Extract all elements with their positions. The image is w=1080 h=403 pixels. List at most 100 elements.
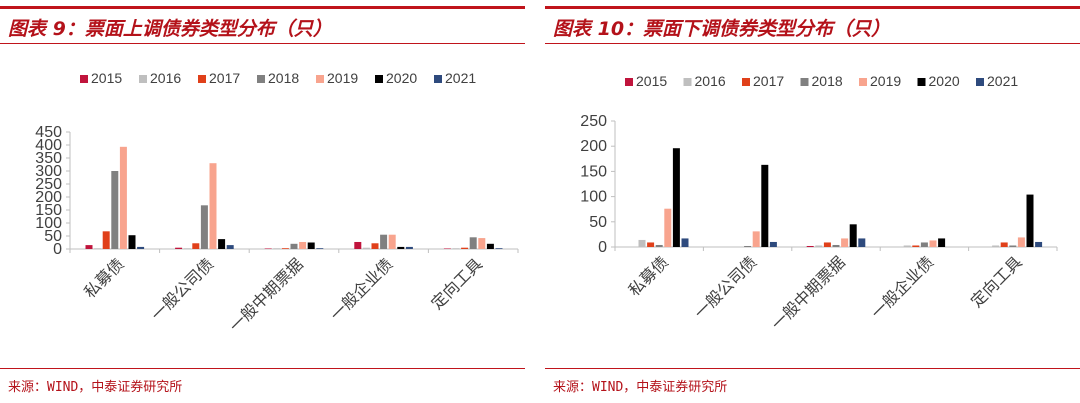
y-tick-label: 150: [580, 163, 607, 180]
y-tick-label: 150: [35, 202, 62, 219]
y-tick-label: 250: [580, 113, 607, 130]
legend-label: 2018: [812, 73, 843, 89]
bar: [486, 243, 494, 249]
bar: [938, 238, 946, 247]
legend-swatch: [257, 75, 265, 83]
bar: [841, 238, 849, 247]
bar: [664, 208, 672, 247]
bar: [200, 205, 208, 249]
bar: [912, 245, 920, 247]
top-rule: [0, 6, 525, 9]
bar: [443, 248, 451, 249]
legend-label: 2015: [91, 70, 122, 86]
bar: [744, 245, 752, 247]
y-tick-label: 250: [35, 176, 62, 193]
legend-swatch: [917, 78, 926, 86]
y-tick-label: 100: [35, 215, 62, 232]
bar: [672, 148, 680, 247]
bottom-rule: [0, 368, 525, 369]
bar: [405, 246, 413, 249]
legend-swatch: [625, 78, 633, 86]
bar: [290, 243, 298, 249]
legend-label: 2017: [753, 73, 784, 89]
bar: [354, 241, 362, 249]
x-category-label: 一般公司债: [691, 253, 760, 322]
y-tick-label: 0: [598, 239, 607, 256]
bar: [111, 171, 119, 249]
x-category-label: 一般企业债: [868, 253, 937, 322]
bar: [806, 245, 814, 247]
bar: [992, 245, 1000, 247]
bar: [388, 234, 396, 249]
bar: [461, 247, 469, 249]
bar: [264, 248, 272, 249]
source-note: 来源：WIND，中泰证券研究所: [553, 380, 728, 395]
bar: [769, 241, 777, 247]
legend-label: 2020: [386, 70, 417, 86]
legend-swatch: [859, 78, 867, 86]
top-rule: [545, 6, 1080, 9]
bar: [761, 164, 769, 247]
bar: [681, 238, 689, 247]
x-category-label: 一般公司债: [148, 255, 217, 324]
x-category-label: 私募债: [81, 255, 128, 302]
bar: [273, 248, 281, 249]
bar: [119, 146, 127, 249]
bar: [102, 231, 110, 249]
legend-swatch: [139, 75, 147, 83]
x-category-label: 定向工具: [968, 253, 1026, 311]
legend-label: 2021: [987, 73, 1018, 89]
bar: [452, 248, 460, 249]
y-tick-label: 200: [35, 189, 62, 206]
bar: [218, 239, 226, 249]
title-rule: [545, 43, 1080, 44]
bar: [380, 234, 388, 249]
chart-panel-right: 图表 10：票面下调债券类型分布（只） 2015 2016 2017 2018 2019…: [545, 0, 1080, 403]
legend-label: 2016: [150, 70, 181, 86]
legend-swatch: [316, 75, 324, 83]
legend-swatch: [742, 78, 750, 86]
bar: [858, 238, 866, 247]
bar: [1017, 237, 1025, 247]
y-tick-label: 350: [35, 150, 62, 167]
x-category-label: 定向工具: [428, 255, 486, 313]
legend-swatch: [976, 78, 984, 86]
x-category-label: 私募债: [625, 253, 672, 300]
bar: [362, 247, 370, 249]
bar: [183, 248, 191, 249]
bar: [209, 163, 217, 249]
bar-chart-right: 2015 2016 2017 2018 2019 2020 2021 0 50 100 150 200…: [580, 73, 1058, 334]
legend-swatch: [683, 78, 692, 86]
y-tick-label: 300: [35, 163, 62, 180]
chart-panel-left: 图表 9：票面上调债券类型分布（只） 2015 2016 2017 2018 2019 2…: [0, 0, 525, 403]
legend-label: 2019: [870, 73, 901, 89]
bar: [903, 245, 911, 247]
bar: [316, 248, 324, 249]
bar: [1000, 242, 1008, 247]
legend-label: 2017: [209, 70, 240, 86]
chart-title: 图表 10：票面下调债券类型分布（只）: [553, 18, 891, 40]
bar: [849, 224, 857, 247]
y-tick-label: 400: [35, 137, 62, 154]
bar: [307, 242, 315, 249]
x-category-label: 一般企业债: [327, 255, 396, 324]
bar-chart-left: 2015 2016 2017 2018 2019 2020 2021 050100150200…: [35, 70, 519, 336]
bar: [478, 238, 486, 249]
bar: [832, 244, 840, 247]
y-tick-label: 0: [53, 241, 62, 258]
bar: [469, 237, 477, 249]
bar: [752, 231, 760, 247]
bar: [94, 248, 102, 249]
y-tick-label: 50: [44, 228, 62, 245]
bar: [175, 247, 183, 249]
bar: [1026, 194, 1034, 247]
bar: [128, 235, 136, 249]
bar: [299, 241, 307, 249]
bar: [1035, 241, 1043, 247]
bar: [226, 245, 234, 249]
title-rule: [0, 43, 525, 44]
legend-label: 2016: [695, 73, 726, 89]
bar: [920, 242, 928, 247]
chart-title: 图表 9：票面上调债券类型分布（只）: [8, 18, 332, 40]
legend-swatch: [80, 75, 88, 83]
